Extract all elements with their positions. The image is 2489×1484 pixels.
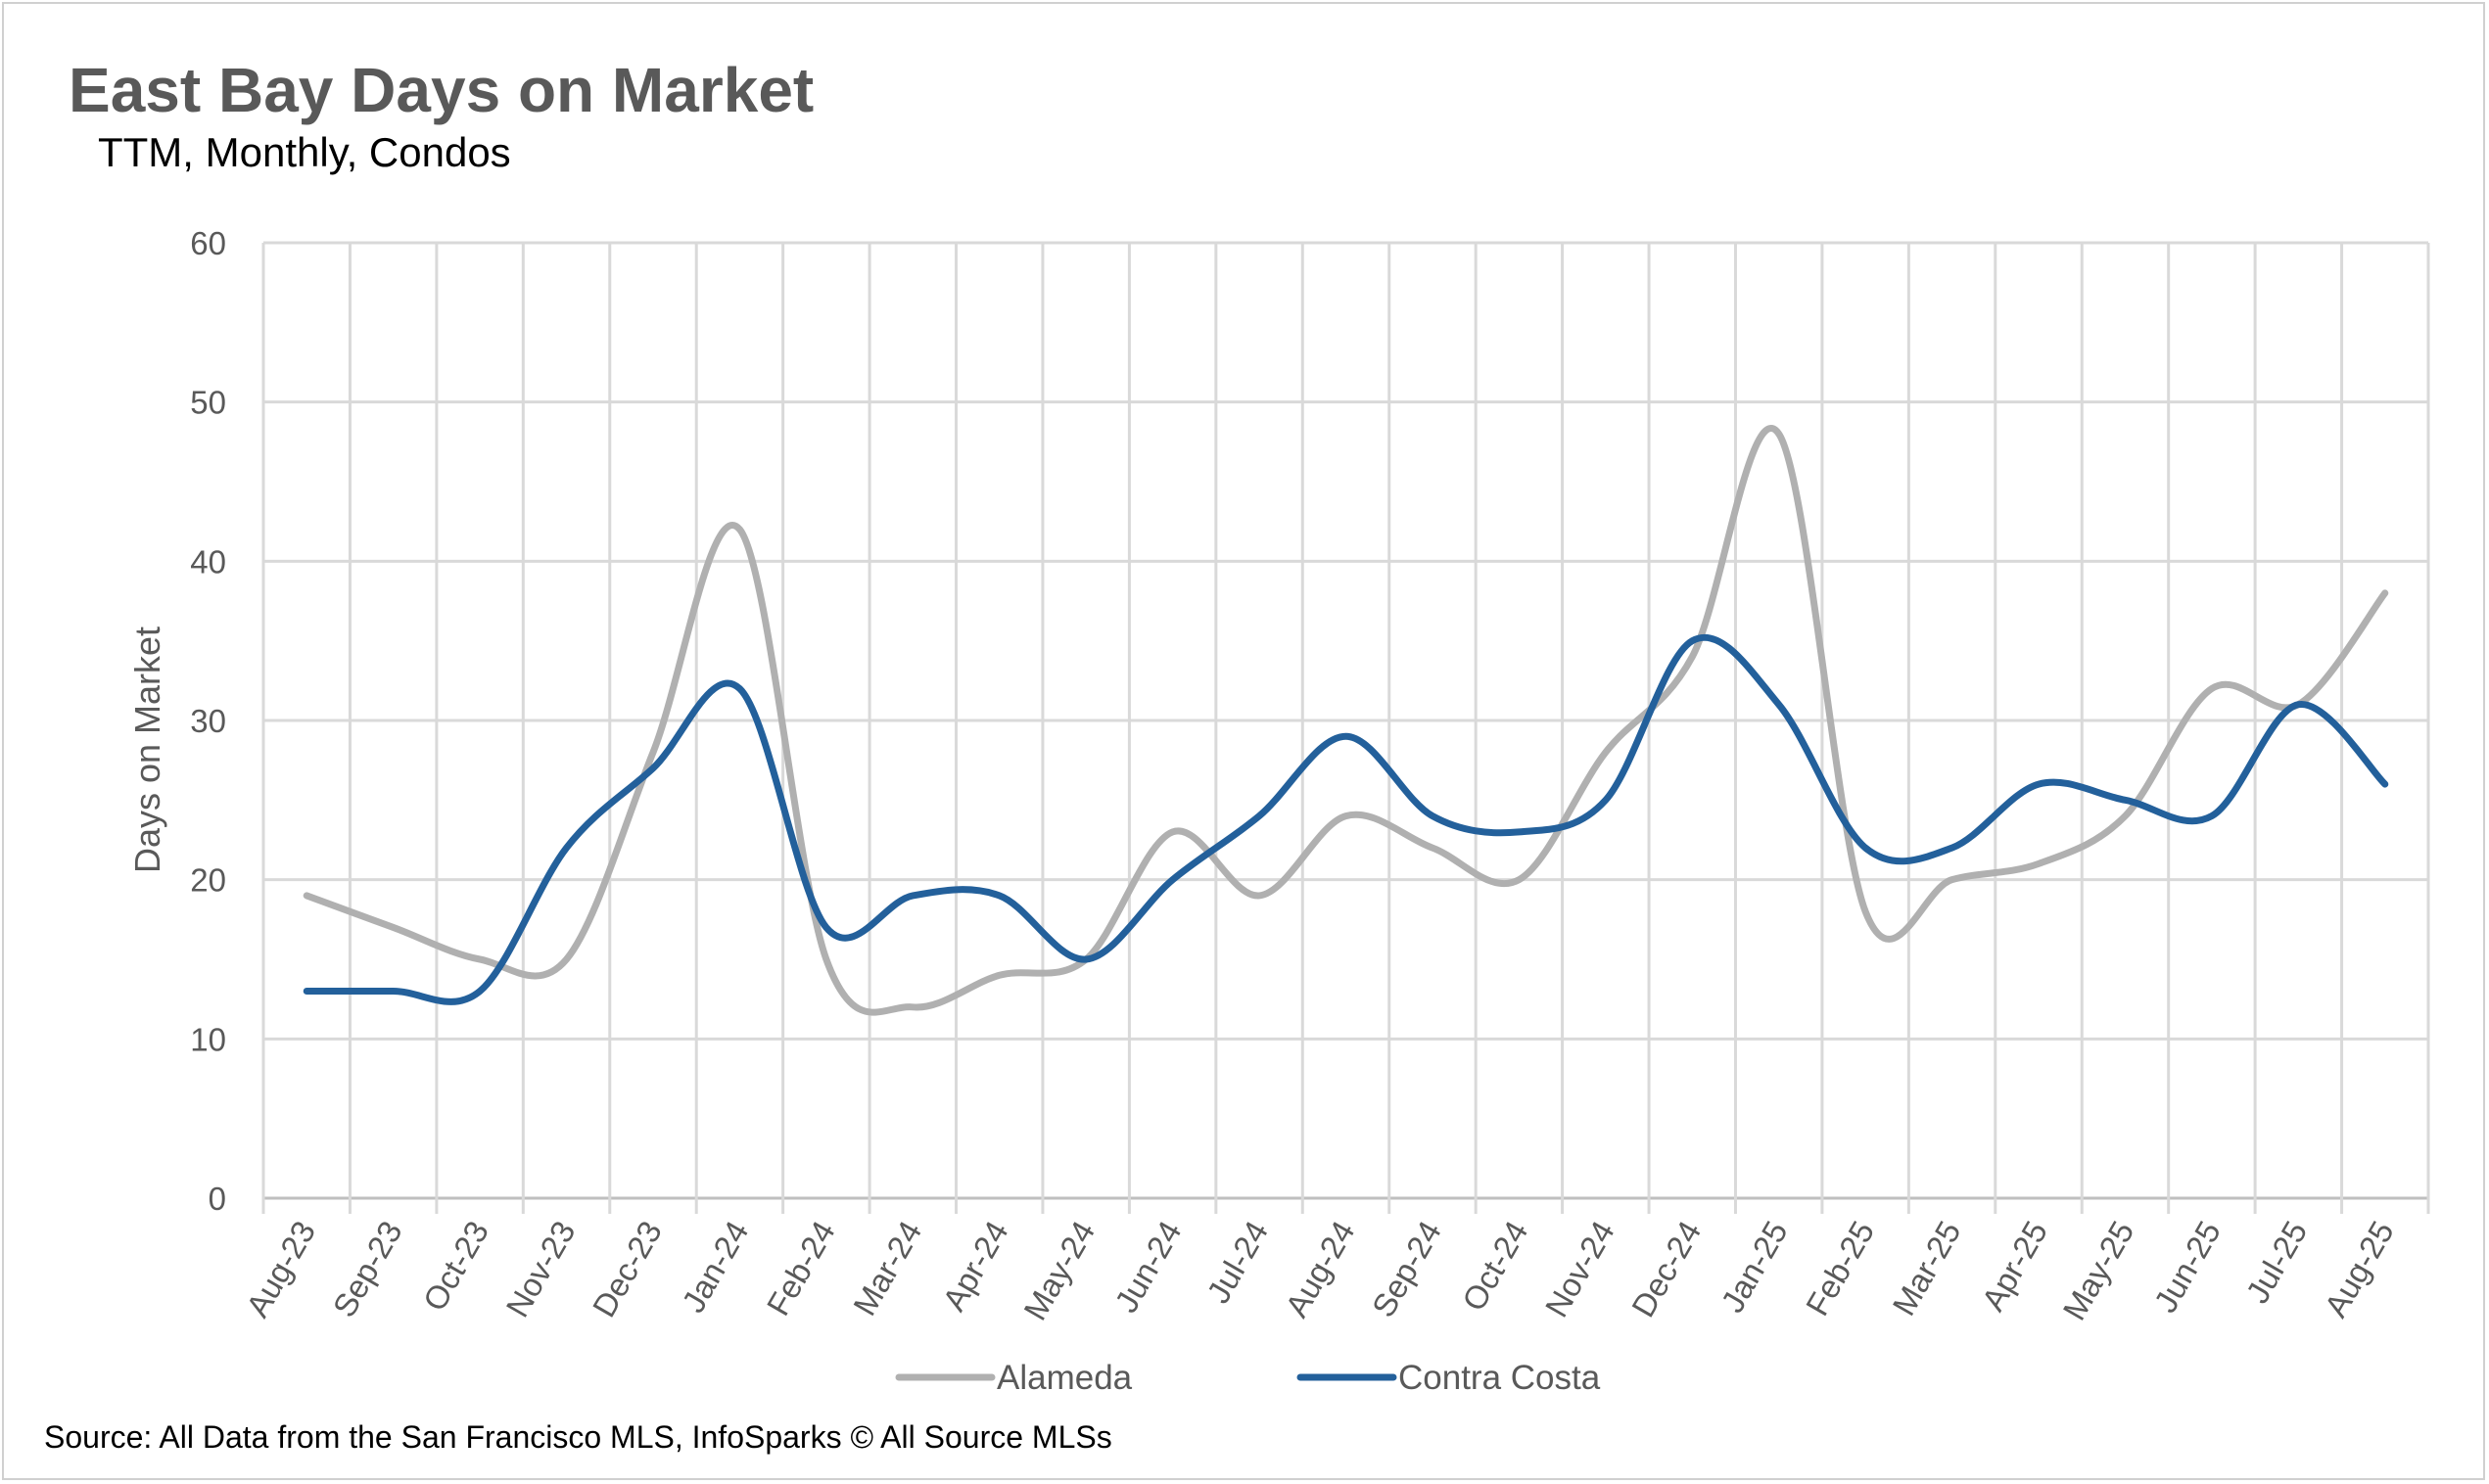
chart-subtitle: TTM, Monthly, Condos	[98, 129, 511, 175]
source-note: Source: All Data from the San Francisco …	[44, 1419, 1112, 1455]
x-tick-label: Feb-25	[1799, 1215, 1881, 1322]
x-tick-label: Sep-23	[325, 1215, 408, 1323]
x-tick-label: Oct-23	[416, 1215, 496, 1317]
x-tick-label: Jul-24	[1199, 1215, 1275, 1309]
y-tick-label: 10	[190, 1021, 226, 1057]
x-tick-label: Jun-25	[2146, 1215, 2227, 1319]
x-tick-label: Jun-24	[1107, 1215, 1188, 1319]
y-tick-label: 60	[190, 225, 226, 261]
x-tick-label: Sep-24	[1365, 1215, 1448, 1323]
x-tick-label: Jan-24	[675, 1215, 755, 1319]
x-tick-label: Jan-25	[1714, 1215, 1794, 1319]
y-tick-label: 0	[209, 1181, 226, 1217]
x-tick-label: Nov-24	[1538, 1215, 1621, 1323]
chart-title: East Bay Days on Market	[69, 55, 815, 125]
y-axis-label: Days on Market	[127, 626, 167, 873]
series-line-alameda	[303, 425, 2389, 1016]
x-tick-label: Mar-24	[846, 1215, 928, 1322]
x-tick-label: Aug-23	[239, 1215, 322, 1323]
x-tick-label: Nov-23	[498, 1215, 582, 1323]
x-tick-label: May-25	[2055, 1215, 2140, 1326]
y-tick-label: 20	[190, 862, 226, 899]
x-tick-label: Oct-24	[1455, 1215, 1535, 1317]
y-tick-label: 30	[190, 703, 226, 739]
legend-label: Contra Costa	[1398, 1359, 1601, 1397]
x-tick-label: May-24	[1016, 1215, 1102, 1326]
x-tick-label: Mar-25	[1885, 1215, 1967, 1322]
y-tick-label: 50	[190, 385, 226, 421]
x-tick-label: Aug-24	[1278, 1215, 1361, 1323]
y-tick-label: 40	[190, 543, 226, 580]
x-tick-label: Jul-25	[2238, 1215, 2314, 1309]
x-tick-label: Aug-25	[2318, 1215, 2401, 1323]
legend-label: Alameda	[997, 1359, 1133, 1397]
x-tick-label: Dec-23	[586, 1215, 669, 1323]
x-tick-label: Feb-24	[760, 1215, 842, 1322]
series-line-contra-costa	[303, 633, 2389, 1005]
x-tick-label: Dec-24	[1624, 1215, 1708, 1323]
x-tick-label: Apr-25	[1975, 1215, 2055, 1317]
x-tick-label: Apr-24	[935, 1215, 1015, 1317]
